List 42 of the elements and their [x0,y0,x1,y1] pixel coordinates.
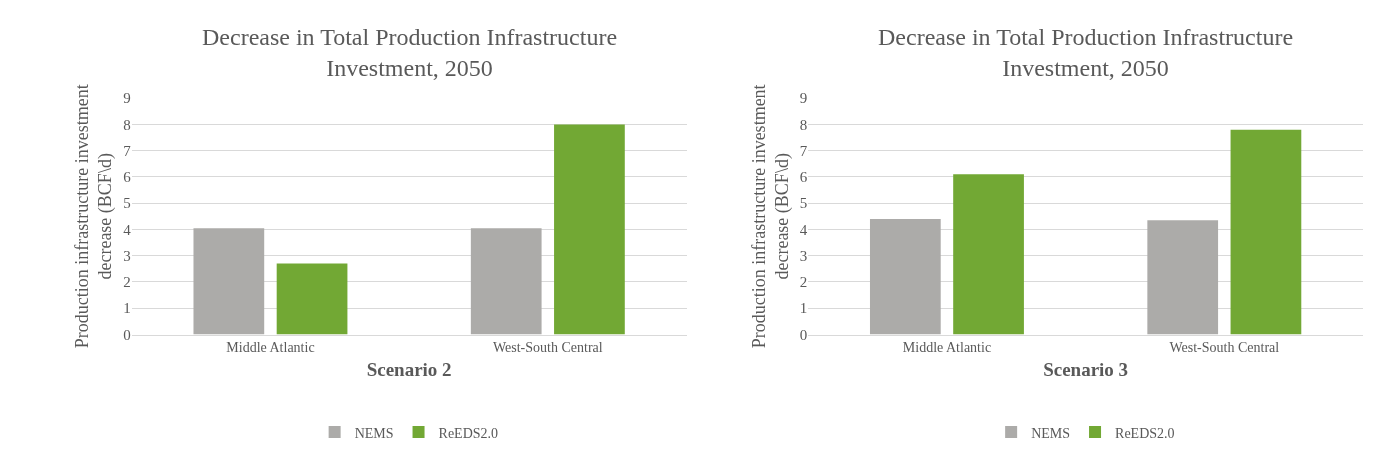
y-tick-label: 8 [799,116,808,133]
chart-title: Decrease in Total Production Infrastructure Investment, 2050 [878,24,1294,82]
bar [869,218,941,335]
y-axis-title: Production infrastructure investment decrease (BCF\d) [72,84,117,349]
legend-label: NEMS [1031,425,1071,441]
y-tick-label: 6 [123,169,132,186]
y-tick-label: 3 [799,247,808,264]
y-tick-label: 8 [123,116,131,133]
y-tick-label: 1 [123,300,131,317]
y-tick-label: 0 [123,326,131,343]
y-tick-label: 7 [123,142,132,159]
legend-label: ReEDS2.0 [1115,425,1175,441]
y-tick-label: 5 [123,195,131,212]
y-tick-label: 2 [799,274,808,291]
x-tick-label: West-South Central [1169,340,1280,356]
bar [953,174,1024,335]
bar [193,228,265,335]
y-tick-label: 4 [123,221,132,238]
x-axis-title: Scenario 3 [1043,359,1129,381]
y-tick-label: 0 [799,326,808,343]
y-tick-label: 2 [123,274,131,291]
x-tick-label: Middle Atlantic [226,340,315,356]
chart-title: Decrease in Total Production Infrastructure Investment, 2050 [202,24,618,82]
bar [470,228,542,335]
x-axis-title: Scenario 2 [366,359,452,381]
y-tick-label: 4 [799,221,808,238]
bar [1230,129,1302,335]
bar [554,124,625,335]
bar [1147,220,1219,335]
legend-label: ReEDS2.0 [438,425,499,441]
y-tick-label: 1 [799,300,808,317]
y-tick-label: 6 [799,169,808,186]
y-tick-label: 5 [799,195,808,212]
y-tick-label: 9 [123,90,131,107]
bar [276,263,348,335]
y-tick-label: 7 [799,142,808,159]
y-tick-label: 3 [123,247,131,264]
x-tick-label: Middle Atlantic [902,340,992,356]
legend-label: NEMS [354,425,394,441]
y-axis-title: Production infrastructure investment decrease (BCF\d) [748,84,793,349]
x-tick-label: West-South Central [492,340,603,356]
y-tick-label: 9 [799,90,808,107]
